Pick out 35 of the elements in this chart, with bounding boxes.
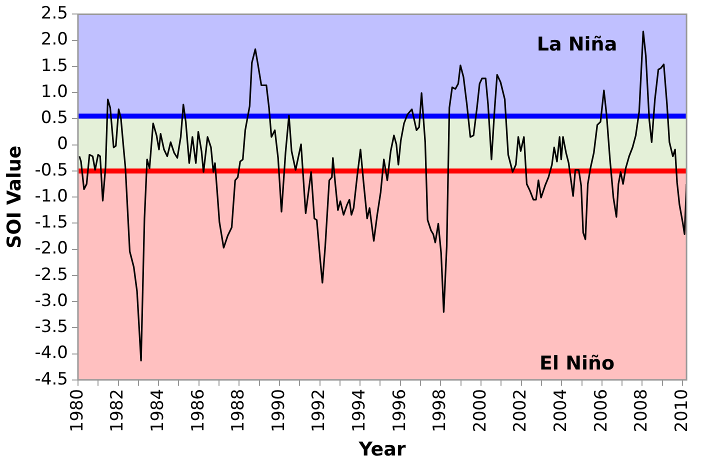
x-tick-label: 1984 bbox=[148, 388, 168, 432]
y-tick-label: -1.0 bbox=[34, 186, 68, 206]
y-tick-label: -1.5 bbox=[34, 212, 68, 233]
y-tick-label: 1.5 bbox=[40, 56, 68, 76]
y-tick-label: 0 bbox=[57, 134, 68, 154]
y-tick-label: 2.0 bbox=[40, 30, 68, 50]
x-tick-label: 1988 bbox=[228, 388, 249, 432]
x-tick-label: 1980 bbox=[67, 388, 88, 432]
x-tick-label: 1986 bbox=[188, 388, 208, 432]
x-tick-label: 1990 bbox=[268, 388, 289, 432]
y-tick-label: -2.0 bbox=[34, 238, 68, 259]
x-tick-label: 2008 bbox=[632, 388, 652, 432]
x-tick-label: 2000 bbox=[470, 388, 490, 432]
y-axis-title: SOI Value bbox=[3, 146, 26, 249]
x-tick-label: 2004 bbox=[551, 388, 572, 432]
y-tick-label: -4.0 bbox=[34, 343, 68, 364]
x-tick-label: 1992 bbox=[309, 388, 330, 432]
x-tick-label: 2006 bbox=[591, 388, 612, 432]
x-tick-label: 2010 bbox=[672, 388, 692, 432]
y-tick-label: -4.5 bbox=[34, 369, 68, 390]
x-tick-label: 2002 bbox=[510, 388, 531, 432]
y-tick-label: -3.0 bbox=[34, 290, 68, 311]
y-tick-label: 1.0 bbox=[40, 82, 68, 102]
y-tick-label: 2.5 bbox=[40, 4, 68, 24]
x-tick-label: 1998 bbox=[430, 388, 450, 432]
y-tick-label: -0.5 bbox=[34, 160, 68, 180]
y-tick-label: -2.5 bbox=[34, 264, 68, 285]
band-label: La Niña bbox=[536, 34, 618, 56]
y-tick-label: 0.5 bbox=[40, 108, 68, 128]
x-tick-label: 1994 bbox=[350, 388, 370, 432]
x-axis-title: Year bbox=[358, 438, 406, 461]
x-tick-label: 1996 bbox=[390, 388, 410, 432]
band-label: El Niño bbox=[539, 352, 615, 374]
y-tick-label: -3.5 bbox=[34, 317, 68, 338]
x-tick-label: 1982 bbox=[108, 388, 128, 432]
